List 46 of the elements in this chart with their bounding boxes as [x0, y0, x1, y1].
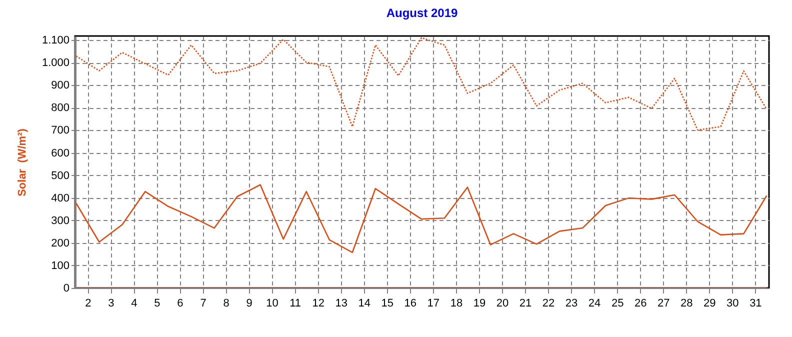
x-tick-label: 18: [450, 298, 463, 310]
x-tick-label: 27: [657, 298, 670, 310]
x-tick-label: 5: [154, 298, 160, 310]
x-tick-label: 3: [108, 298, 114, 310]
x-tick-label: 8: [223, 298, 230, 310]
x-tick-label: 11: [290, 298, 302, 310]
x-tick-label: 10: [266, 298, 278, 310]
y-tick-label: 200: [51, 237, 70, 250]
y-tick-label: 600: [51, 147, 70, 160]
x-tick-label: 26: [634, 298, 647, 310]
x-tick-label: 13: [335, 298, 348, 310]
x-tick-label: 19: [473, 298, 486, 310]
y-tick-label: 400: [51, 192, 70, 204]
y-tick-label: 1.000: [42, 57, 70, 70]
x-tick-label: 21: [519, 298, 532, 310]
x-tick-label: 7: [200, 298, 206, 310]
y-tick-label: 500: [51, 170, 70, 182]
x-tick-label: 15: [381, 298, 394, 310]
chart-title: August 2019: [386, 6, 458, 20]
x-tick-label: 22: [542, 298, 555, 310]
x-tick-label: 20: [496, 298, 509, 310]
x-tick-label: 29: [704, 298, 716, 310]
y-axis-title: Solar (W/m²): [16, 128, 28, 196]
x-tick-label: 30: [726, 298, 739, 310]
line-series: [76, 184, 768, 254]
x-tick-label: 17: [427, 298, 440, 310]
y-tick-label: 100: [51, 260, 70, 272]
y-tick-label: 700: [51, 124, 70, 137]
y-tick-label: 300: [51, 214, 70, 227]
x-tick-label: 24: [588, 298, 601, 310]
y-tick-label: 0: [63, 282, 70, 294]
x-tick-label: 2: [85, 298, 92, 310]
x-tick-label: 23: [565, 298, 578, 310]
x-tick-label: 12: [312, 298, 324, 310]
y-tick-label: 900: [51, 80, 70, 92]
x-tick-label: 25: [611, 298, 624, 310]
x-tick-label: 6: [177, 298, 184, 310]
line-series: [76, 37, 768, 131]
y-tick-label: 800: [51, 102, 70, 114]
x-tick-label: 31: [750, 298, 762, 310]
y-tick-label: 1.100: [42, 34, 70, 47]
x-tick-label: 14: [358, 298, 371, 310]
x-tick-label: 16: [404, 298, 417, 310]
x-tick-label: 9: [246, 298, 252, 310]
x-tick-label: 28: [680, 298, 693, 310]
x-tick-label: 4: [131, 298, 138, 310]
